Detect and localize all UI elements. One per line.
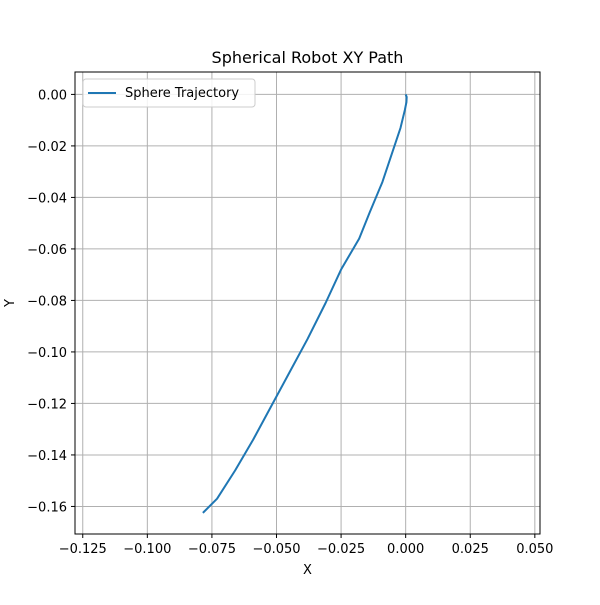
y-tick-label: −0.06: [27, 243, 67, 258]
legend-box: [82, 78, 256, 108]
series-layer: [202, 94, 408, 514]
plot-frame: [74, 71, 541, 535]
y-tick-label: −0.10: [27, 346, 67, 361]
x-tick-label: −0.100: [123, 542, 171, 557]
ticks: −0.125 −0.100 −0.075 −0.050 −0.025 0.000 0.025…: [27, 88, 553, 557]
legend-label: Sphere Trajectory: [125, 86, 239, 101]
x-tick-label: 0.000: [387, 542, 424, 557]
y-axis-label: Y: [3, 299, 18, 308]
y-tick-label: −0.16: [27, 500, 67, 515]
x-tick-label: −0.075: [188, 542, 236, 557]
y-tick-label: 0.00: [38, 88, 67, 103]
y-tick-label: −0.04: [27, 191, 67, 206]
y-tick-label: −0.02: [27, 140, 67, 155]
x-tick-label: 0.025: [452, 542, 489, 557]
y-tick-label: −0.14: [27, 449, 67, 464]
legend: Sphere Trajectory: [82, 78, 256, 108]
x-tick-label: −0.125: [59, 542, 107, 557]
x-tick-label: 0.050: [516, 542, 553, 557]
y-tick-label: −0.08: [27, 294, 67, 309]
chart-title: Spherical Robot XY Path: [212, 48, 404, 67]
x-axis-label: X: [303, 563, 312, 578]
x-tick-label: −0.025: [317, 542, 365, 557]
series-line-sphere-trajectory: [202, 94, 408, 514]
y-tick-label: −0.12: [27, 397, 67, 412]
x-tick-label: −0.050: [252, 542, 300, 557]
